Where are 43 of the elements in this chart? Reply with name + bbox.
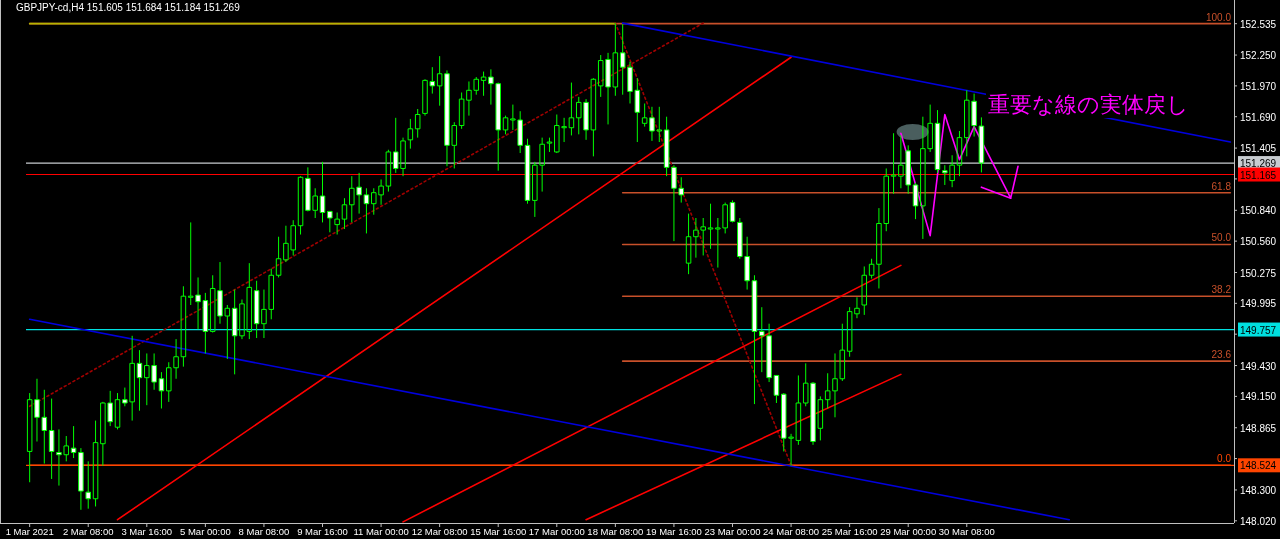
x-tick-label: 9 Mar 16:00 bbox=[297, 526, 348, 537]
ref-line-label: 151.165 bbox=[1240, 169, 1277, 181]
series-label: 23.6 bbox=[1211, 349, 1232, 361]
series-label: 50.0 bbox=[1211, 232, 1232, 244]
x-tick-label: 15 Mar 16:00 bbox=[470, 526, 527, 537]
x-tick-label: 30 Mar 08:00 bbox=[938, 526, 995, 537]
series-label: 61.8 bbox=[1211, 180, 1232, 192]
y-tick-label: 152.535 bbox=[1240, 18, 1277, 30]
y-tick-label: 149.430 bbox=[1240, 360, 1277, 372]
y-tick-label: 150.560 bbox=[1240, 236, 1277, 248]
x-tick-label: 23 Mar 00:00 bbox=[704, 526, 761, 537]
chart-title: GBPJPY-cd,H4 151.605 151.684 151.184 151.269 bbox=[16, 2, 241, 13]
x-tick-label: 3 Mar 16:00 bbox=[121, 526, 173, 537]
y-tick-label: 149.995 bbox=[1240, 298, 1277, 310]
x-tick-label: 17 Mar 00:00 bbox=[528, 526, 585, 537]
legend-label: 0.0 bbox=[1217, 453, 1232, 465]
y-tick-label: 150.840 bbox=[1240, 205, 1277, 217]
y-tick-label: 150.275 bbox=[1240, 267, 1277, 279]
y-tick-label: 149.150 bbox=[1240, 391, 1277, 403]
series-label: 100.0 bbox=[1205, 11, 1232, 23]
x-tick-label: 18 Mar 08:00 bbox=[587, 526, 644, 537]
x-tick-label: 1 Mar 2021 bbox=[5, 526, 54, 537]
annotation: 重要な線の実体戻し bbox=[988, 92, 1189, 117]
ref-line-label: 151.269 bbox=[1240, 158, 1277, 170]
x-tick-label: 11 Mar 00:00 bbox=[353, 526, 409, 537]
ref-line-label: 149.757 bbox=[1240, 324, 1277, 336]
x-tick-label: 8 Mar 08:00 bbox=[238, 526, 290, 537]
ref-line-label: 148.524 bbox=[1240, 460, 1277, 472]
x-tick-label: 19 Mar 16:00 bbox=[645, 526, 702, 537]
x-tick-label: 5 Mar 00:00 bbox=[180, 526, 231, 537]
y-tick-label: 151.690 bbox=[1240, 111, 1277, 123]
x-tick-label: 12 Mar 08:00 bbox=[411, 526, 468, 537]
series-label: 38.2 bbox=[1211, 284, 1232, 296]
y-tick-label: 148.300 bbox=[1240, 484, 1277, 496]
y-tick-label: 151.970 bbox=[1240, 80, 1277, 92]
x-tick-label: 25 Mar 16:00 bbox=[821, 526, 878, 537]
y-tick-label: 148.865 bbox=[1240, 422, 1277, 434]
y-tick-label: 152.250 bbox=[1240, 50, 1277, 62]
x-tick-label: 2 Mar 08:00 bbox=[62, 526, 114, 537]
y-tick-label: 151.405 bbox=[1240, 143, 1277, 155]
x-tick-label: 29 Mar 00:00 bbox=[880, 526, 937, 537]
x-tick-label: 24 Mar 08:00 bbox=[763, 526, 820, 537]
y-tick-label: 148.020 bbox=[1240, 515, 1277, 527]
